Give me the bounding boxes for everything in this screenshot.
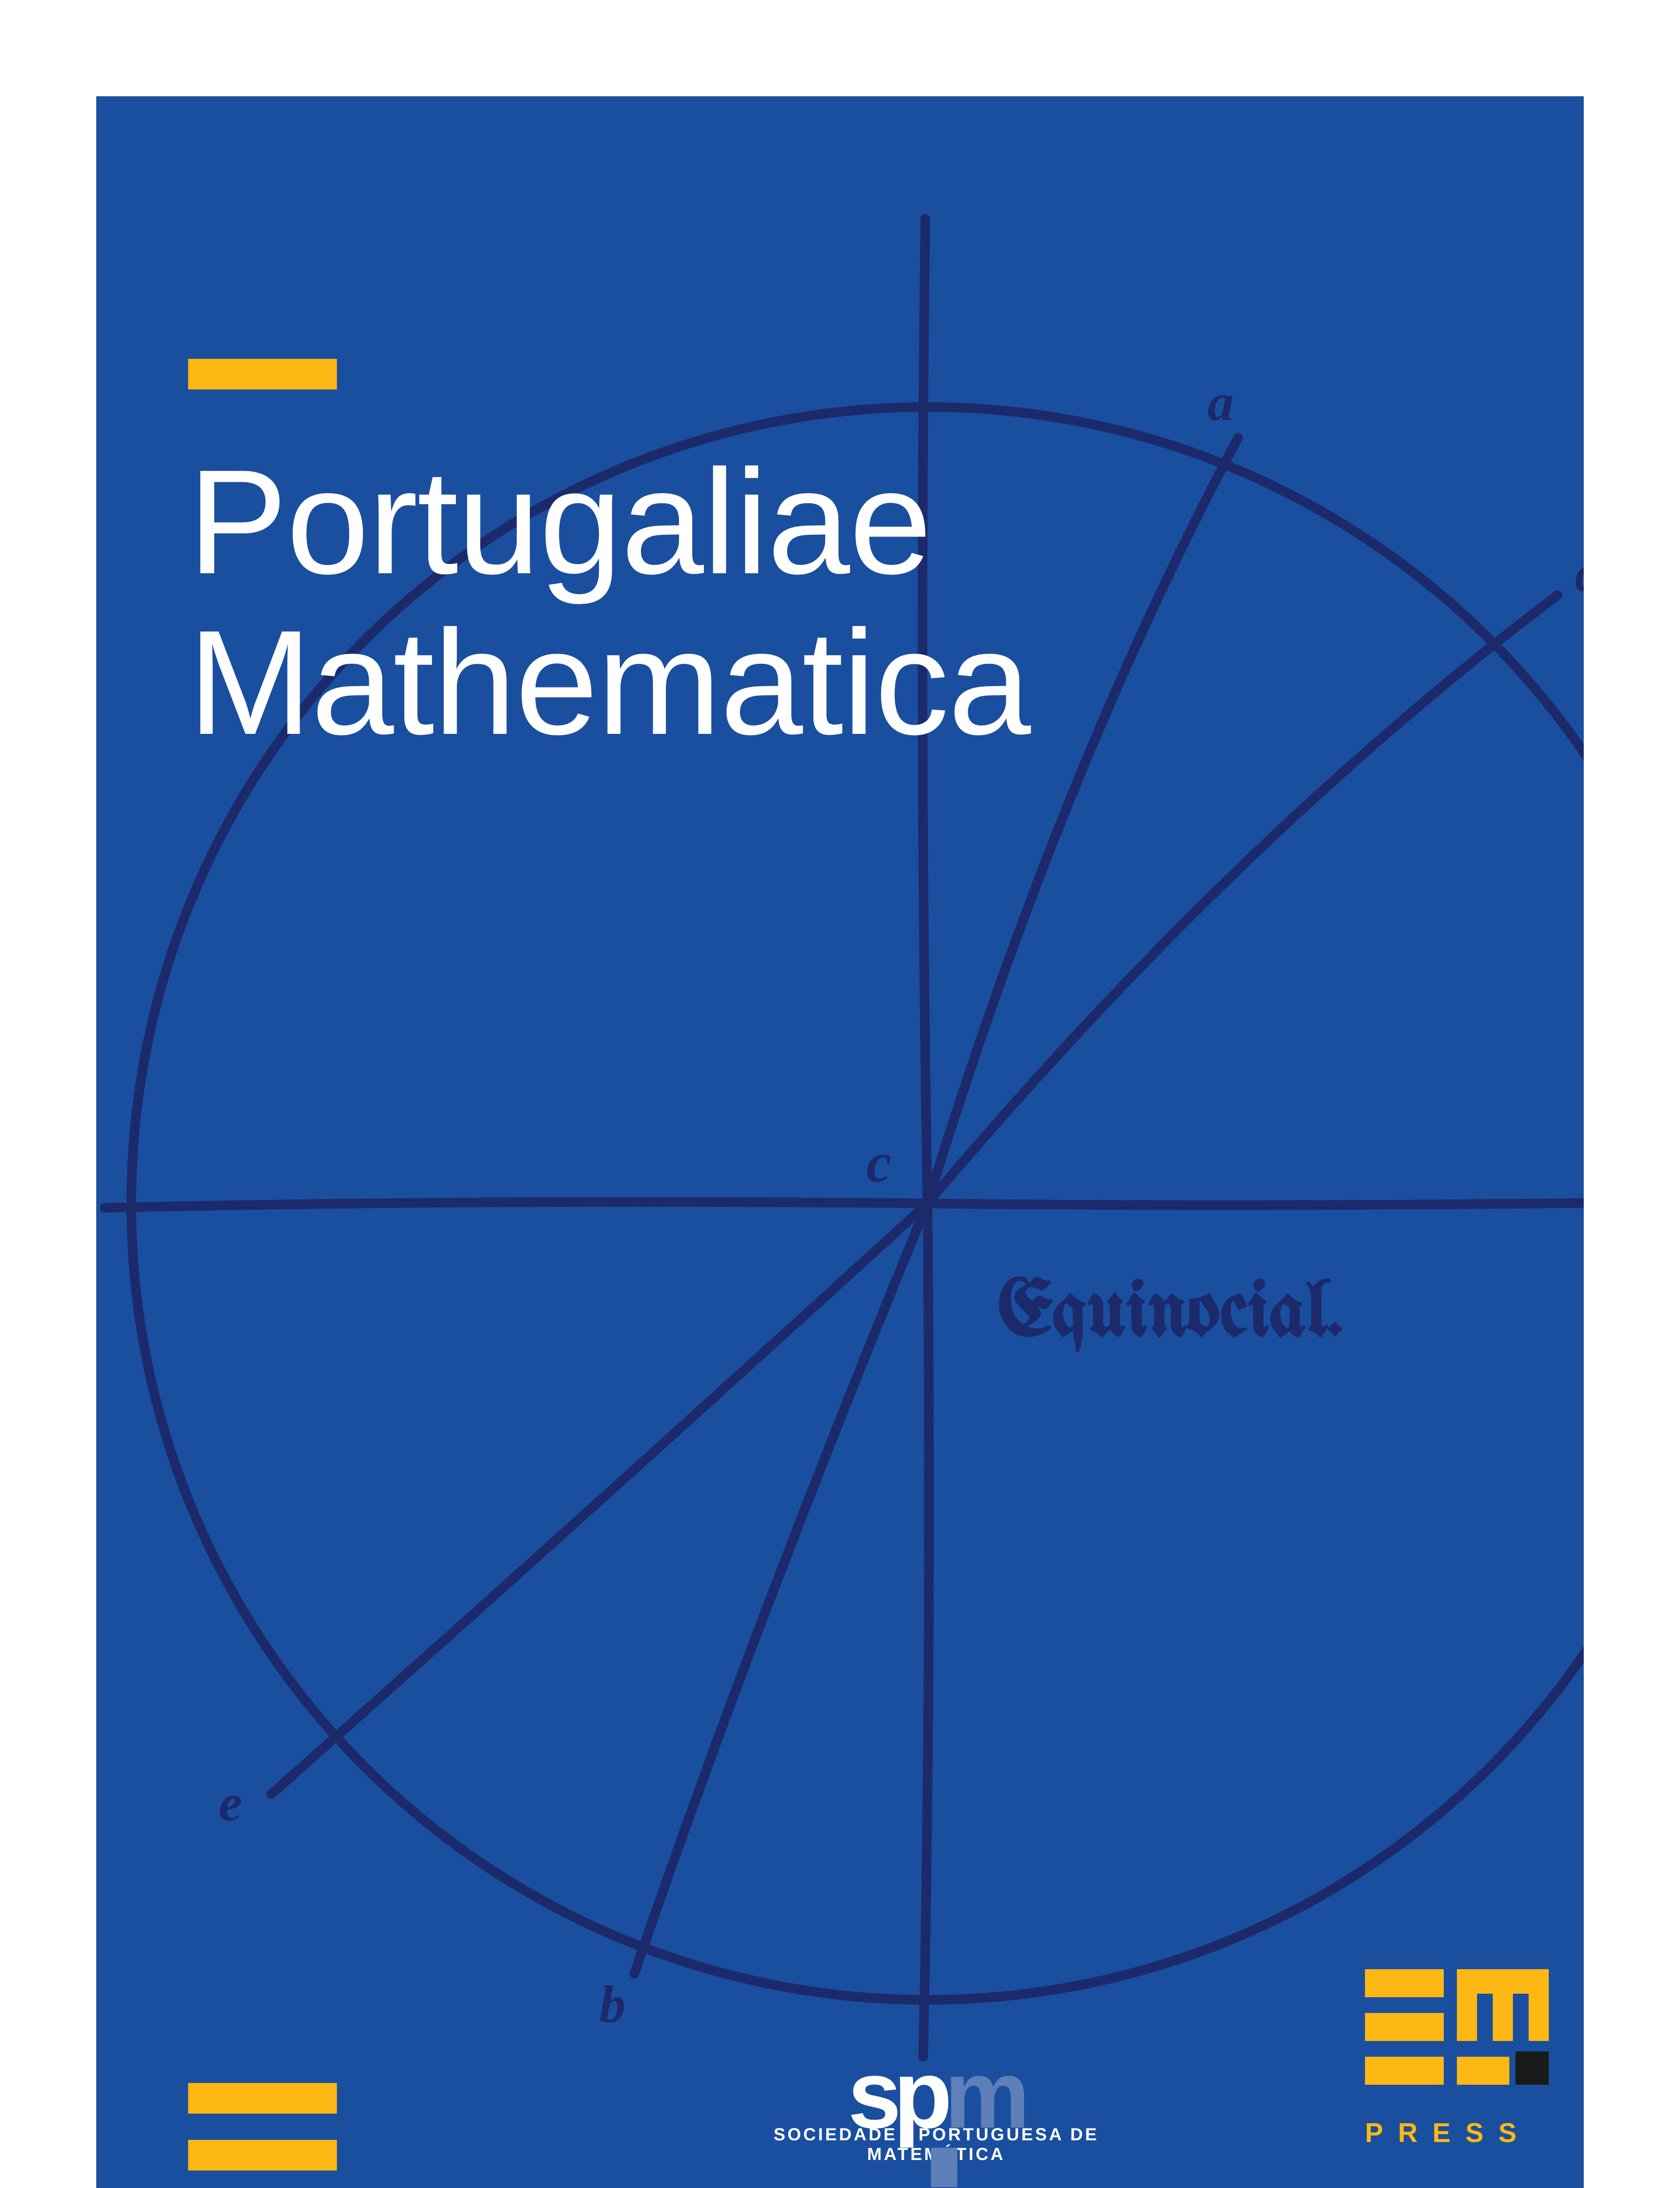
diagram-label-a: a	[1208, 373, 1234, 431]
spm-letter-m: m	[945, 2039, 1025, 2150]
title-block: Portugaliae Mathematica	[188, 359, 1030, 763]
spm-p-descender	[931, 2148, 957, 2187]
ems-press-logo: PRESS	[1365, 1969, 1549, 2149]
diagram-label-c: c	[866, 1131, 892, 1194]
spm-logo: s p m SOCIEDADE PORTUGUESA DE MATEMÁTICA	[739, 2039, 1133, 2164]
diagram-label-b: b	[599, 1975, 626, 2033]
ems-press-label: PRESS	[1365, 2118, 1549, 2149]
journal-title-line1: Portugaliae	[188, 442, 1030, 603]
journal-title-line2: Mathematica	[188, 603, 1030, 763]
diagram-label-e: e	[219, 1774, 242, 1832]
equinocial-label: Equinocial.	[998, 1273, 1343, 1355]
accent-bar-top	[188, 359, 337, 389]
ems-glyph	[1365, 1969, 1549, 2096]
ems-square-icon	[1516, 2051, 1549, 2085]
journal-cover: c a d e b Equinocial. Portugaliae Mathem…	[96, 96, 1584, 2188]
spm-letter-s: s	[848, 2039, 893, 2150]
accent-bars-bottom	[188, 2083, 337, 2170]
diagram-label-d: d	[1575, 544, 1584, 602]
spm-letter-p: p	[893, 2039, 944, 2150]
